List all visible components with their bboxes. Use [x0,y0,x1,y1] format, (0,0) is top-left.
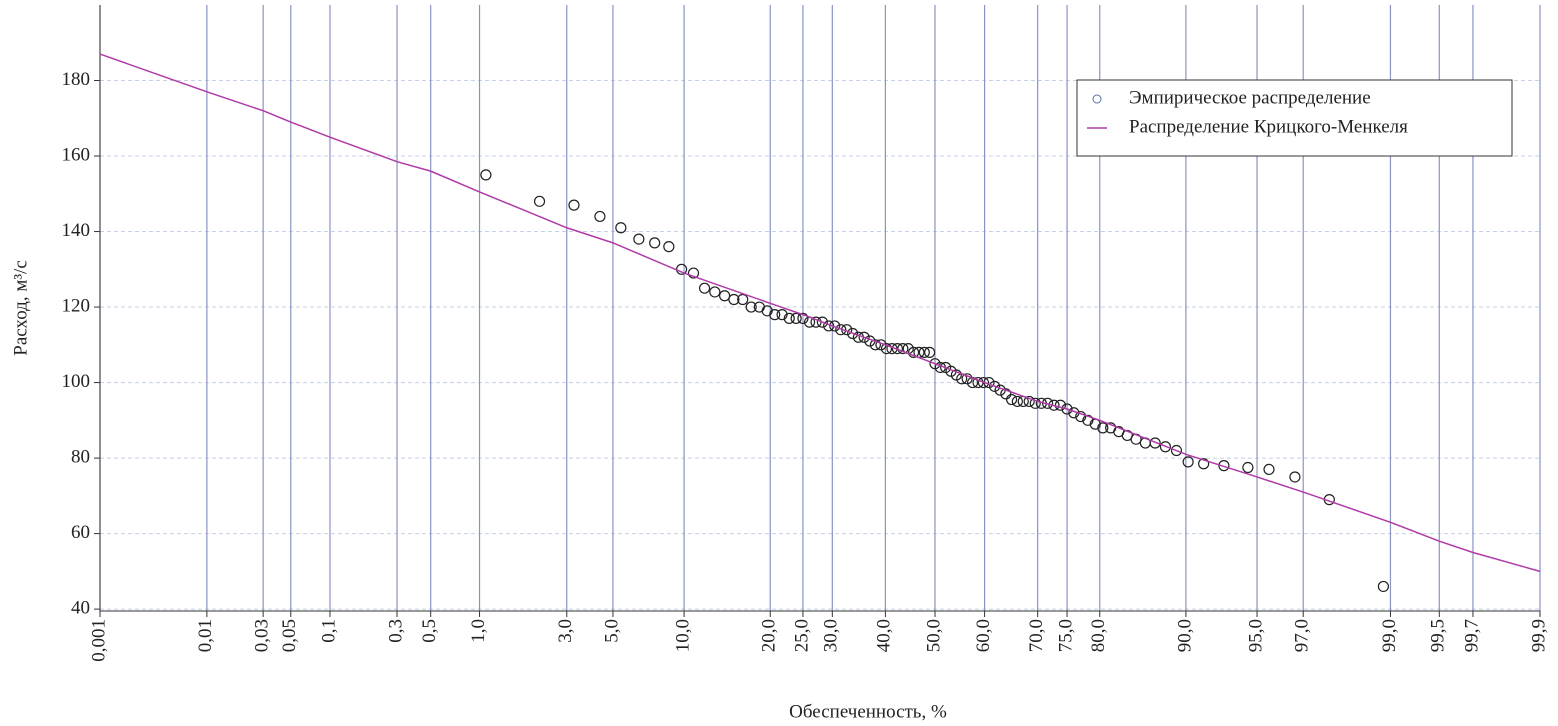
x-tick-label: 1,0 [468,619,489,643]
point [1075,410,1087,423]
point [533,195,546,207]
x-tick-label: 20,0 [759,619,780,652]
y-tick-label: 40 [71,597,90,618]
point [816,316,828,328]
point [1048,399,1060,411]
y-tick-label: 80 [71,446,90,467]
legend-marker [1092,94,1102,104]
y-tick-label: 140 [62,220,91,241]
x-tick-label: 90,0 [1174,619,1195,652]
x-tick-label: 0,05 [279,619,300,652]
point [847,327,859,340]
point [1054,399,1067,411]
legend-label: Эмпирическое распределение [1129,87,1371,108]
legend: Эмпирическое распределение Распределение … [1076,79,1513,157]
x-tick-label: 0,5 [419,619,440,643]
x-tick-label: 0,03 [251,619,272,652]
point [1170,444,1183,457]
x-tick-label: 75,0 [1055,619,1076,652]
y-tick-label: 180 [62,69,91,90]
point [1377,580,1390,593]
point [663,241,675,253]
x-tick-label: 3,0 [555,619,576,643]
x-tick-label: 99,9 [1528,619,1549,652]
x-axis-label: Обеспеченность, % [789,701,947,722]
point [1061,403,1073,415]
x-tick-label: 25,0 [791,619,812,652]
point [480,169,492,181]
point [977,376,990,389]
y-tick-label: 100 [62,371,91,392]
legend-box [1076,79,1513,157]
point [1023,395,1035,408]
point [880,342,893,355]
x-tick-label: 30,0 [821,619,842,652]
point [709,286,721,298]
point [1242,461,1254,474]
legend-label: Распределение Крицкого-Менкеля [1129,116,1408,137]
x-tick-label: 60,0 [973,619,994,652]
point [698,282,711,294]
x-tick-label: 10,0 [672,619,693,652]
point [769,309,781,321]
point [829,320,841,332]
x-tick-label: 40,0 [874,619,895,652]
y-axis-label: Расход, м³/с [10,260,31,356]
point [1218,460,1230,472]
x-tick-label: 0,01 [195,619,216,652]
point [891,342,904,355]
point [918,346,930,358]
point [1097,422,1109,434]
x-tick-label: 0,1 [318,619,339,643]
x-tick-label: 95,0 [1245,619,1266,652]
y-tick-label: 60 [71,522,90,543]
x-tick-label: 70,0 [1026,619,1047,652]
point [835,324,847,336]
point [797,312,809,324]
point [1182,456,1194,468]
point [1263,463,1275,476]
point [1149,437,1161,449]
point [687,267,700,279]
x-tick-label: 97,0 [1292,619,1313,652]
point [737,293,749,306]
point [568,199,580,211]
point [1011,395,1023,408]
x-tick-label: 99,5 [1428,619,1449,652]
point [776,309,788,321]
point [907,346,920,358]
point [728,293,740,306]
curve [99,53,1541,573]
point [869,339,881,351]
point [783,312,795,324]
point [858,331,870,343]
x-tick-label: 80,0 [1088,619,1109,652]
x-tick-label: 0,001 [88,619,109,662]
point [633,233,645,245]
x-tick-label: 50,0 [923,619,944,652]
point [924,346,936,358]
x-tick-label: 99,7 [1461,619,1482,652]
point [1159,441,1172,453]
point [1000,388,1012,400]
point [1005,393,1018,406]
point [594,210,606,223]
point [1289,471,1301,483]
point [719,290,731,302]
x-tick-label: 99,0 [1379,619,1400,652]
point [745,301,757,313]
point [1198,458,1210,470]
y-tick-label: 120 [62,295,91,316]
point [1029,397,1041,409]
x-tick-label: 0,3 [385,619,406,643]
point [897,342,909,355]
point [988,380,1001,392]
y-tick-label: 160 [62,144,91,165]
point [649,237,661,249]
point [790,312,802,324]
point [615,222,627,234]
x-tick-label: 5,0 [601,619,622,643]
